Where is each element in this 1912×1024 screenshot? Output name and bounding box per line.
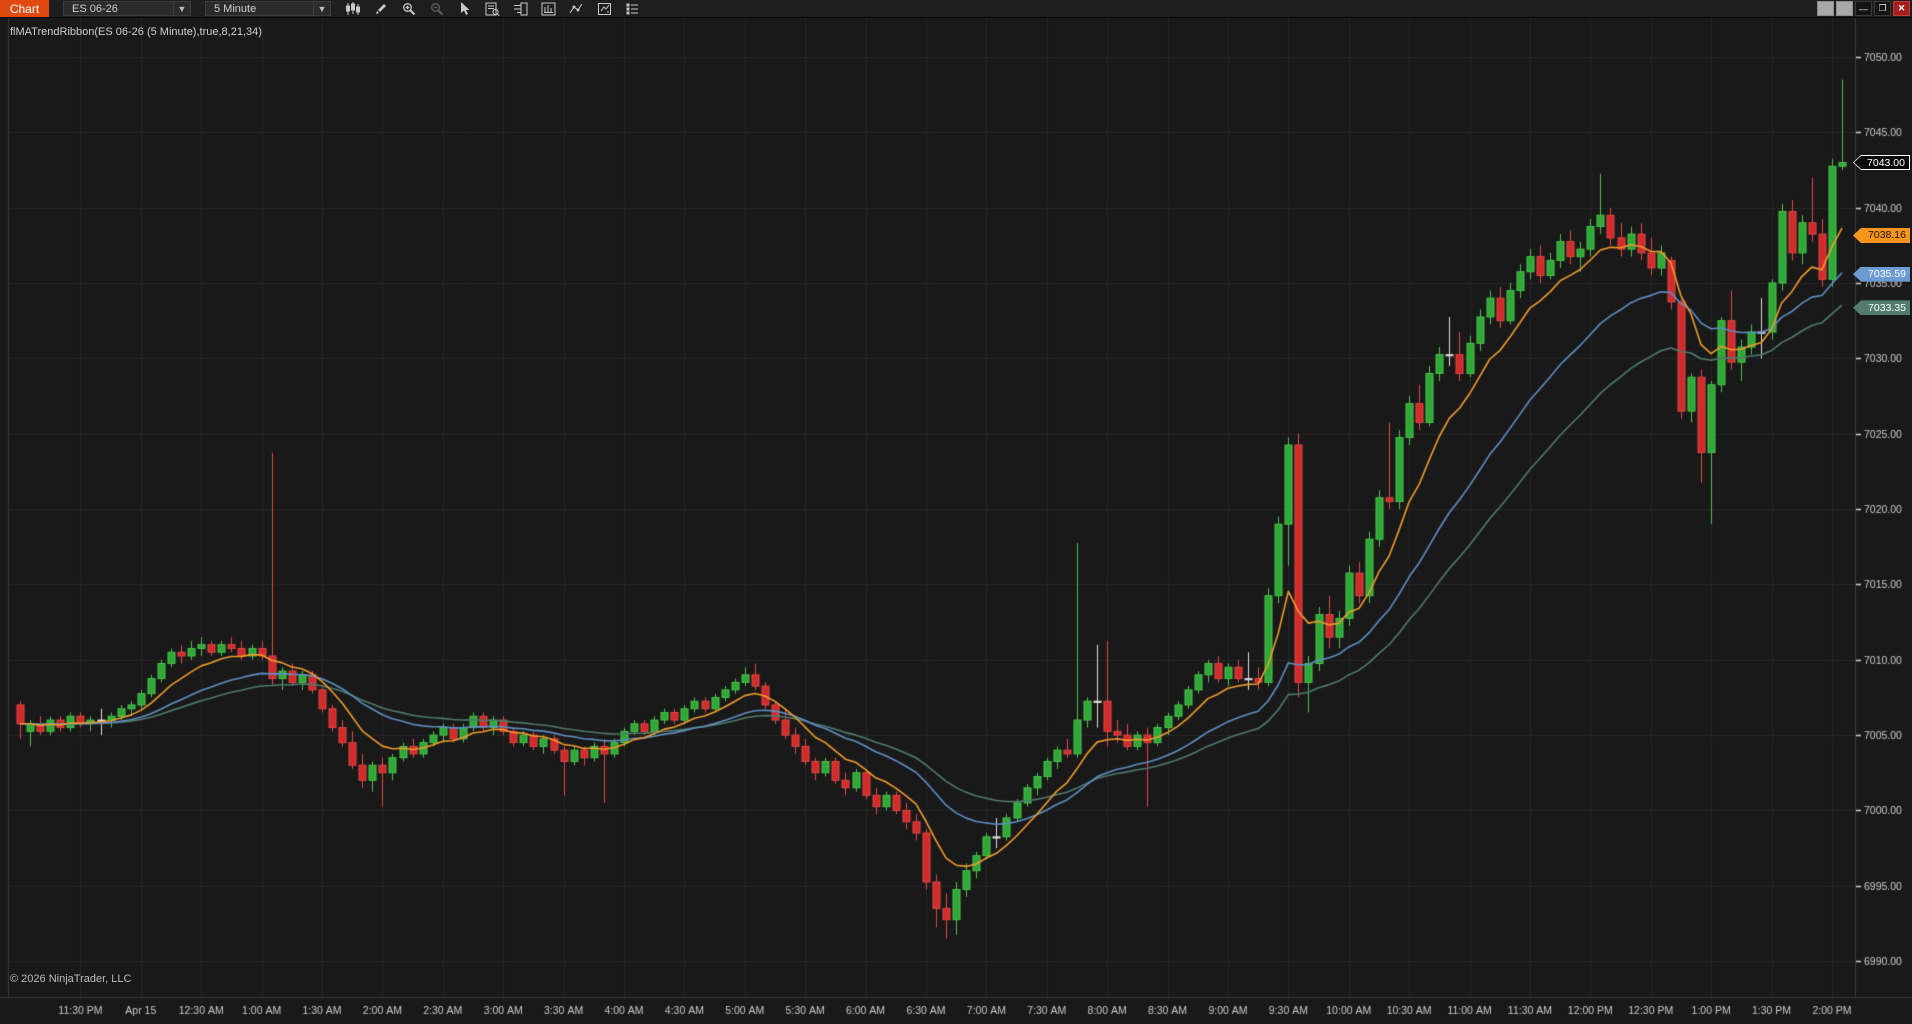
- ema21-price-marker: 7035.59: [1853, 266, 1910, 282]
- indicators-icon[interactable]: [567, 1, 586, 17]
- zoom-out-icon[interactable]: [427, 1, 446, 17]
- zoom-in-icon[interactable]: [399, 1, 418, 17]
- chart-area: flMATrendRibbon(ES 06-26 (5 Minute),true…: [0, 18, 1912, 1024]
- window-extra-button-2[interactable]: [1836, 1, 1853, 16]
- panel-grid-icon[interactable]: [511, 1, 530, 17]
- price-chart-canvas[interactable]: [0, 18, 1912, 1024]
- restore-button[interactable]: ❐: [1874, 1, 1891, 16]
- chevron-down-icon[interactable]: ▼: [173, 2, 190, 15]
- close-button[interactable]: ✕: [1893, 1, 1910, 16]
- instrument-selector[interactable]: ES 06-26 ▼: [63, 1, 191, 16]
- chevron-down-icon[interactable]: ▼: [313, 2, 330, 15]
- instrument-value: ES 06-26: [72, 2, 118, 15]
- copyright-text: © 2026 NinjaTrader, LLC: [10, 973, 132, 985]
- pointer-icon[interactable]: [455, 1, 474, 17]
- ema8-price-marker: 7038.16: [1853, 227, 1910, 243]
- chart-tab[interactable]: Chart: [0, 0, 49, 17]
- chart-template-icon[interactable]: [595, 1, 614, 17]
- ema34-price-marker: 7033.35: [1853, 300, 1910, 316]
- indicator-label: flMATrendRibbon(ES 06-26 (5 Minute),true…: [10, 26, 262, 38]
- minimize-button[interactable]: —: [1855, 1, 1872, 16]
- candlestick-style-icon[interactable]: [343, 1, 362, 17]
- toolbar-gap: [49, 0, 63, 17]
- interval-value: 5 Minute: [214, 2, 257, 15]
- window-controls: — ❐ ✕: [1817, 1, 1910, 17]
- bar-analysis-icon[interactable]: [539, 1, 558, 17]
- last-price-marker: 7043.00: [1853, 155, 1910, 170]
- window-extra-button-1[interactable]: [1817, 1, 1834, 16]
- toolbar-icons: [343, 0, 642, 17]
- interval-selector[interactable]: 5 Minute ▼: [205, 1, 331, 16]
- drawing-tools-icon[interactable]: [371, 1, 390, 17]
- list-settings-icon[interactable]: [623, 1, 642, 17]
- toolbar: Chart ES 06-26 ▼ 5 Minute ▼: [0, 0, 1912, 18]
- data-box-icon[interactable]: [483, 1, 502, 17]
